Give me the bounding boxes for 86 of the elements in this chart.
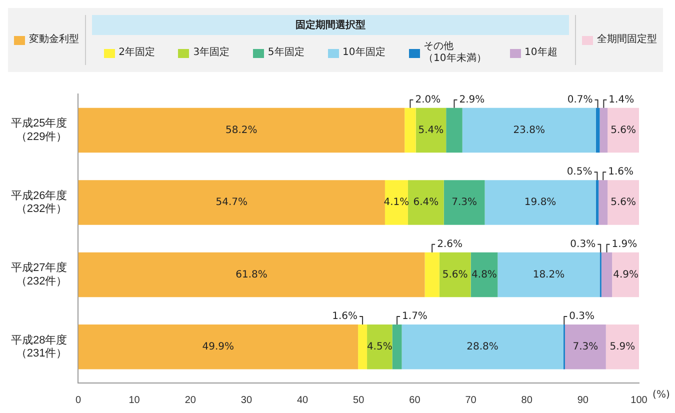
bar xyxy=(600,108,608,153)
bar xyxy=(596,180,599,225)
bar xyxy=(78,180,385,225)
bar xyxy=(392,324,402,370)
legend-title: 固定期間選択型 xyxy=(92,15,569,35)
x-tick-label: 20 xyxy=(184,394,196,406)
data-label: 1.6% xyxy=(608,166,634,178)
data-label: 54.7% xyxy=(216,197,248,208)
data-label: 58.2% xyxy=(226,124,258,136)
bar xyxy=(424,252,440,298)
data-label: 0.3% xyxy=(570,238,596,250)
data-label: 2.6% xyxy=(437,238,462,250)
bar xyxy=(358,324,368,370)
data-label: 4.9% xyxy=(613,269,639,280)
legend-label: 3年固定 xyxy=(193,47,230,59)
data-label: 5.9% xyxy=(610,341,636,352)
x-tick-label: 0 xyxy=(75,394,82,406)
data-label: 2.9% xyxy=(459,94,485,106)
bar xyxy=(601,252,612,298)
legend-label: 変動金利型 xyxy=(29,34,79,46)
bar xyxy=(408,180,444,225)
bar xyxy=(384,180,408,225)
bar xyxy=(439,252,471,298)
bar xyxy=(608,180,639,225)
bar xyxy=(367,324,392,370)
data-label: 18.2% xyxy=(532,269,565,280)
data-label: 1.4% xyxy=(608,94,634,106)
legend-label: 全期間固定型 xyxy=(597,34,657,46)
bar xyxy=(612,252,639,298)
bar xyxy=(484,180,596,225)
data-label: 0.7% xyxy=(567,94,593,106)
legend-label: 5年固定 xyxy=(268,47,304,59)
bar xyxy=(606,324,639,370)
bar xyxy=(444,180,485,225)
y-tick-label: 平成25年度（229件） xyxy=(10,116,68,143)
bar xyxy=(446,108,462,153)
data-label: 0.5% xyxy=(566,166,592,178)
data-label: 5.6% xyxy=(442,269,468,280)
data-label: 23.8% xyxy=(513,124,545,136)
y-tick-label: 平成26年度（232件） xyxy=(10,188,68,216)
legend-label: その他（10年未満） xyxy=(424,41,486,65)
data-label: 5.4% xyxy=(418,124,444,136)
data-label: 5.6% xyxy=(610,124,636,136)
bar xyxy=(404,108,416,153)
data-label: 7.3% xyxy=(572,341,598,352)
bar xyxy=(78,252,425,298)
data-label: 4.1% xyxy=(384,197,410,208)
data-label: 28.8% xyxy=(466,341,498,352)
x-tick-label: 60 xyxy=(409,394,421,406)
x-tick-label: 70 xyxy=(465,394,477,406)
x-tick-label: 90 xyxy=(577,394,589,406)
data-label: 5.6% xyxy=(610,197,636,208)
bar xyxy=(416,108,446,153)
bar xyxy=(402,324,564,370)
bar xyxy=(564,324,606,370)
data-label: 6.4% xyxy=(413,197,439,208)
bar xyxy=(462,108,596,153)
data-label: 0.3% xyxy=(569,311,595,322)
bar xyxy=(498,252,600,298)
x-axis-title: (%) xyxy=(652,390,670,401)
data-label: 2.0% xyxy=(415,94,441,106)
legend-label: 2年固定 xyxy=(118,47,155,59)
data-label: 4.8% xyxy=(472,269,497,280)
legend-label: 10年超 xyxy=(524,47,558,59)
x-tick-label: 10 xyxy=(128,394,140,406)
data-label: 19.8% xyxy=(524,197,556,208)
data-label: 61.8% xyxy=(236,269,268,280)
bar xyxy=(598,180,608,225)
bar xyxy=(78,108,405,153)
y-tick-label: 平成28年度（231件） xyxy=(10,333,68,360)
y-tick-label: 平成27年度（232件） xyxy=(10,261,68,288)
bar xyxy=(608,108,639,153)
bar xyxy=(470,252,498,298)
data-label: 1.9% xyxy=(612,238,638,250)
x-tick-label: 100 xyxy=(630,394,648,406)
data-label: 7.3% xyxy=(452,197,478,208)
x-tick-label: 80 xyxy=(521,394,533,406)
data-label: 1.6% xyxy=(332,311,358,322)
bar xyxy=(78,324,358,370)
x-tick-label: 40 xyxy=(296,394,309,406)
data-label: 1.7% xyxy=(402,311,428,322)
data-label: 49.9% xyxy=(202,341,234,352)
legend-label: 10年固定 xyxy=(342,47,386,59)
data-label: 4.5% xyxy=(366,341,392,352)
x-tick-label: 30 xyxy=(240,394,252,406)
x-tick-label: 50 xyxy=(353,394,365,406)
